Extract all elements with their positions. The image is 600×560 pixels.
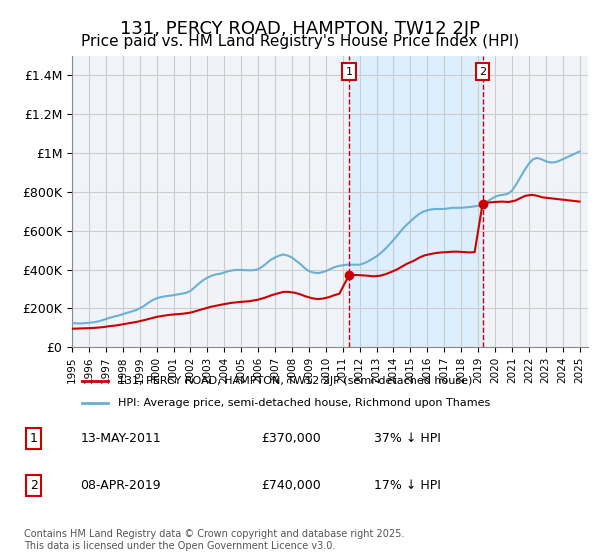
Text: £740,000: £740,000	[261, 479, 320, 492]
Text: 1: 1	[346, 67, 352, 77]
Text: 131, PERCY ROAD, HAMPTON, TW12 2JP (semi-detached house): 131, PERCY ROAD, HAMPTON, TW12 2JP (semi…	[118, 376, 473, 386]
Text: 37% ↓ HPI: 37% ↓ HPI	[374, 432, 440, 445]
Text: 08-APR-2019: 08-APR-2019	[80, 479, 161, 492]
Text: 2: 2	[29, 479, 38, 492]
Text: Contains HM Land Registry data © Crown copyright and database right 2025.
This d: Contains HM Land Registry data © Crown c…	[24, 529, 404, 551]
Bar	[349, 56, 482, 347]
Text: £370,000: £370,000	[261, 432, 320, 445]
Text: 13-MAY-2011: 13-MAY-2011	[80, 432, 161, 445]
Text: HPI: Average price, semi-detached house, Richmond upon Thames: HPI: Average price, semi-detached house,…	[118, 398, 491, 408]
Text: 131, PERCY ROAD, HAMPTON, TW12 2JP: 131, PERCY ROAD, HAMPTON, TW12 2JP	[120, 20, 480, 38]
Text: 1: 1	[29, 432, 38, 445]
Text: 17% ↓ HPI: 17% ↓ HPI	[374, 479, 440, 492]
Text: Price paid vs. HM Land Registry's House Price Index (HPI): Price paid vs. HM Land Registry's House …	[81, 34, 519, 49]
Text: 2: 2	[479, 67, 486, 77]
